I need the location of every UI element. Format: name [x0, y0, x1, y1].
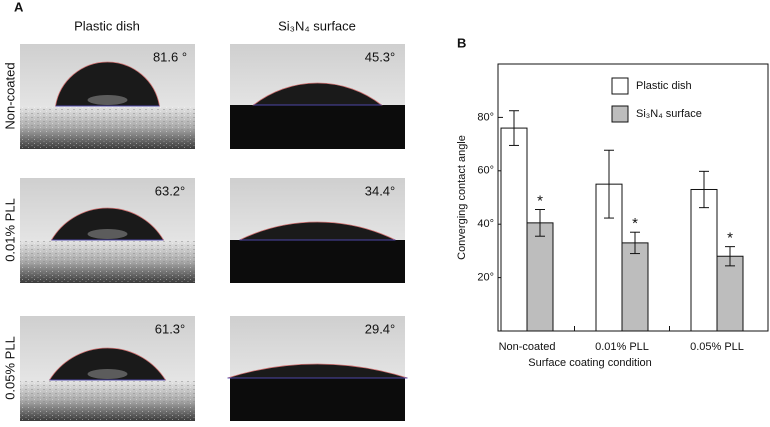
photo: 34.4° [230, 178, 405, 283]
photo: 81.6 ° [20, 44, 195, 149]
y-tick-label: 60° [477, 165, 494, 177]
contact-angle: 81.6 ° [153, 49, 187, 64]
error-bar [509, 110, 519, 146]
y-axis-title: Converging contact angle [456, 135, 468, 260]
contact-angle: 63.2° [155, 183, 186, 198]
row-label: Non-coated [2, 62, 17, 129]
contact-angle: 61.3° [155, 321, 186, 336]
reflection [87, 95, 128, 105]
substrate [230, 240, 405, 283]
contact-angle: 34.4° [365, 183, 396, 198]
substrate-texture [20, 240, 195, 283]
droplet [50, 207, 165, 241]
droplet [55, 61, 160, 107]
row-label: 0.01% PLL [2, 198, 17, 262]
substrate [230, 105, 405, 149]
error-bar [699, 170, 709, 209]
reflection [87, 229, 128, 239]
significance-marker: * [632, 215, 638, 232]
panel-label: A [14, 0, 24, 14]
bar [526, 222, 554, 332]
bar [690, 188, 718, 332]
droplet [227, 363, 408, 379]
photo: 63.2° [20, 178, 195, 283]
row-label: 0.05% PLL [2, 336, 17, 400]
reflection [87, 369, 128, 379]
legend-swatch [611, 77, 629, 95]
x-tick-label: 0.05% PLL [690, 341, 744, 353]
substrate [230, 378, 405, 421]
bar [500, 127, 528, 332]
bar [621, 242, 649, 332]
substrate-texture [20, 106, 195, 149]
droplet [48, 347, 167, 381]
contact-angle: 45.3° [365, 49, 396, 64]
photo: 29.4° [227, 316, 408, 421]
contact-angle: 29.4° [365, 321, 396, 336]
droplet [252, 82, 383, 106]
legend-swatch [611, 105, 629, 123]
error-bar [604, 149, 614, 219]
x-tick-label: 0.01% PLL [595, 341, 649, 353]
bar [716, 255, 744, 332]
panel-label: B [457, 35, 466, 50]
y-tick-label: 20° [477, 272, 494, 284]
significance-marker: * [727, 230, 733, 247]
error-bar [630, 231, 640, 255]
photo: 45.3° [230, 44, 405, 149]
photo: 61.3° [20, 316, 195, 421]
column-header: Si₃N₄ surface [278, 18, 356, 33]
y-tick-label: 40° [477, 218, 494, 230]
x-tick-label: Non-coated [499, 341, 556, 353]
column-header: Plastic dish [74, 18, 140, 33]
significance-marker: * [537, 192, 543, 209]
legend-label: Si₃N₄ surface [636, 108, 702, 120]
legend-label: Plastic dish [636, 80, 692, 92]
y-tick-label: 80° [477, 111, 494, 123]
droplet [239, 221, 396, 241]
error-bar [725, 246, 735, 267]
error-bar [535, 209, 545, 237]
x-axis-title: Surface coating condition [528, 357, 652, 369]
substrate-texture [20, 380, 195, 421]
